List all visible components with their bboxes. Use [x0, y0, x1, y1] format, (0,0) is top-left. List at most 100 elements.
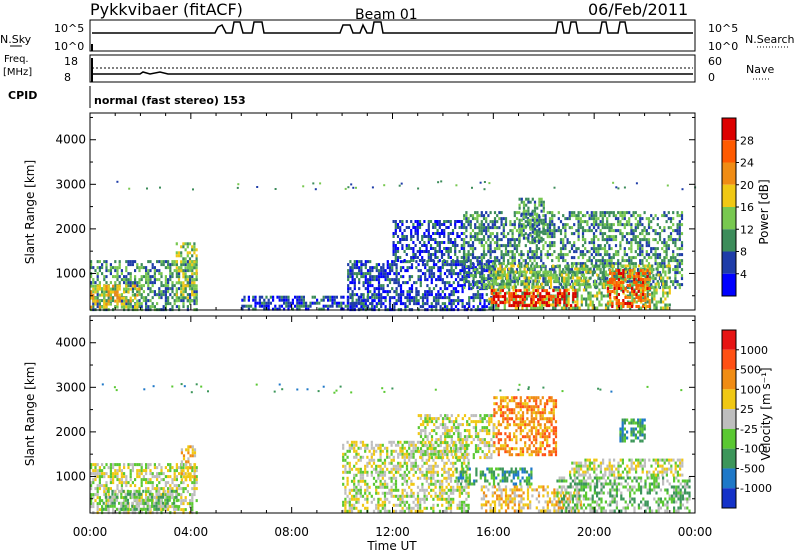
- velocity-echo-cell: [189, 502, 192, 506]
- power-echo-cell: [101, 287, 104, 291]
- power-echo-cell: [392, 250, 395, 253]
- power-echo-cell: [468, 269, 471, 273]
- power-echo-cell: [606, 217, 609, 221]
- power-echo-cell: [490, 292, 493, 296]
- velocity-echo-cell: [105, 490, 108, 494]
- power-echo-cell: [399, 260, 403, 264]
- power-echo-cell: [587, 306, 590, 310]
- velocity-echo-cell: [149, 472, 152, 476]
- power-echo-cell: [438, 223, 441, 226]
- power-echo-cell: [676, 223, 679, 227]
- power-echo-cell: [639, 250, 642, 254]
- power-echo-cell: [188, 275, 192, 279]
- power-echo-cell: [443, 293, 447, 297]
- power-echo-cell: [529, 221, 532, 225]
- velocity-echo-cell: [162, 501, 165, 505]
- power-echo-cell: [195, 290, 198, 294]
- power-echo-cell: [617, 302, 620, 305]
- power-echo-cell: [606, 226, 609, 230]
- power-echo-cell: [403, 229, 406, 232]
- power-echo-cell: [396, 223, 400, 226]
- power-echo-cell: [655, 282, 658, 286]
- power-echo-cell: [186, 281, 189, 285]
- power-echo-cell: [534, 276, 537, 280]
- power-echo-cell: [305, 301, 308, 305]
- power-echo-cell: [272, 295, 275, 299]
- power-echo-cell: [523, 304, 526, 308]
- power-echo-cell: [394, 253, 397, 256]
- power-echo-cell: [407, 247, 411, 250]
- power-echo-cell: [120, 302, 123, 306]
- power-echo-cell: [182, 260, 185, 264]
- velocity-echo-cell: [195, 499, 198, 503]
- power-echo-cell: [565, 304, 568, 308]
- power-echo-cell: [371, 293, 374, 297]
- power-echo-cell: [457, 296, 460, 300]
- power-echo-cell: [158, 260, 161, 264]
- power-echo-cell: [654, 229, 657, 233]
- power-echo-cell: [441, 260, 444, 264]
- power-echo-cell: [478, 229, 481, 233]
- power-echo-cell: [544, 283, 547, 287]
- power-echo-cell: [568, 226, 571, 230]
- power-echo-cell: [351, 296, 354, 300]
- power-echo-cell: [485, 293, 488, 297]
- power-echo-cell: [621, 232, 624, 236]
- power-echo-cell: [131, 290, 134, 294]
- power-echo-cell: [103, 302, 106, 306]
- power-echo-cell: [637, 275, 640, 278]
- power-echo-cell: [530, 276, 533, 280]
- power-echo-cell: [114, 293, 117, 297]
- power-echo-cell: [347, 272, 350, 276]
- power-echo-cell: [366, 278, 370, 282]
- velocity-echo-cell: [114, 463, 117, 467]
- power-echo-cell: [360, 269, 363, 273]
- power-echo-cell: [678, 238, 681, 242]
- power-echo-cell: [599, 280, 602, 284]
- power-echo-cell: [430, 272, 433, 276]
- power-echo-cell: [523, 282, 526, 286]
- power-echo-cell: [186, 254, 189, 258]
- power-echo-cell: [639, 284, 642, 287]
- power-echo-cell: [551, 253, 554, 257]
- power-echo-cell: [601, 259, 604, 263]
- power-colorbar-tick-label: 28: [740, 134, 754, 147]
- power-echo-cell: [472, 299, 475, 303]
- power-echo-cell: [663, 238, 666, 242]
- power-echo-cell: [355, 304, 358, 308]
- power-echo-cell: [582, 264, 586, 268]
- power-echo-speck: [355, 186, 357, 189]
- power-echo-cell: [461, 299, 464, 303]
- power-echo-cell: [129, 278, 132, 282]
- power-echo-cell: [476, 235, 479, 239]
- power-echo-cell: [601, 214, 604, 218]
- power-echo-cell: [428, 266, 431, 270]
- power-echo-cell: [624, 278, 627, 281]
- power-echo-cell: [193, 281, 196, 285]
- power-echo-cell: [550, 295, 553, 299]
- velocity-echo-cell: [111, 492, 114, 496]
- power-echo-cell: [436, 241, 439, 244]
- power-echo-region: [175, 242, 198, 303]
- power-echo-cell: [177, 251, 181, 255]
- power-echo-cell: [156, 278, 159, 282]
- power-echo-cell: [672, 280, 675, 284]
- velocity-echo-cell: [125, 478, 128, 482]
- power-echo-cell: [440, 256, 444, 259]
- power-echo-cell: [180, 254, 183, 258]
- power-echo-cell: [406, 290, 409, 294]
- power-echo-cell: [375, 296, 378, 300]
- power-echo-cell: [94, 281, 97, 285]
- power-echo-cell: [678, 259, 681, 263]
- power-echo-cell: [380, 269, 383, 273]
- power-echo-cell: [556, 279, 559, 283]
- velocity-echo-cell: [136, 472, 139, 476]
- power-echo-cell: [604, 303, 608, 307]
- velocity-echo-cell: [125, 475, 128, 479]
- power-echo-cell: [351, 293, 354, 297]
- velocity-echo-cell: [140, 484, 143, 488]
- power-echo-speck: [615, 186, 618, 189]
- power-echo-cell: [397, 272, 400, 276]
- power-echo-cell: [364, 278, 367, 282]
- power-echo-cell: [501, 285, 504, 289]
